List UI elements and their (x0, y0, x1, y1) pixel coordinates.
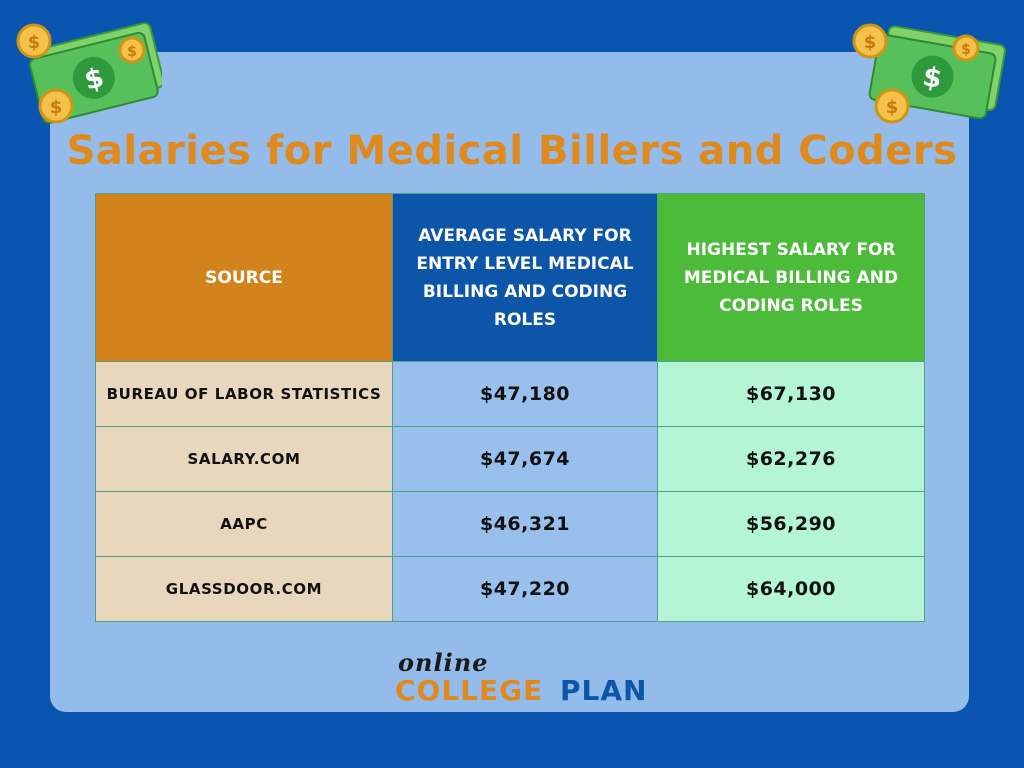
logo-college-text: COLLEGE (395, 674, 544, 707)
header-average-salary: AVERAGE SALARY FOR ENTRY LEVEL MEDICAL B… (392, 193, 658, 362)
money-icon: $ $ $ $ (852, 23, 1007, 124)
svg-text:$: $ (28, 32, 41, 53)
highest-salary-cell: $64,000 (657, 556, 925, 622)
svg-text:$: $ (127, 44, 137, 60)
average-salary-cell: $47,220 (392, 556, 658, 622)
svg-text:$: $ (920, 61, 944, 95)
logo-plan-text: PLAN (560, 674, 648, 707)
svg-text:$: $ (886, 97, 899, 118)
header-source: SOURCE (95, 193, 393, 362)
highest-salary-cell: $62,276 (657, 426, 925, 492)
source-cell: BUREAU OF LABOR STATISTICS (95, 361, 393, 427)
average-salary-cell: $47,674 (392, 426, 658, 492)
table-row: AAPC $46,321 $56,290 (95, 491, 925, 557)
header-highest-salary: HIGHEST SALARY FOR MEDICAL BILLING AND C… (657, 193, 925, 362)
source-cell: GLASSDOOR.COM (95, 556, 393, 622)
online-college-plan-logo: online COLLEGE PLAN (395, 648, 665, 708)
money-icon: $ $ $ $ (16, 22, 162, 124)
table-row: SALARY.COM $47,674 $62,276 (95, 426, 925, 492)
page-title: Salaries for Medical Billers and Coders (66, 128, 958, 174)
average-salary-cell: $47,180 (392, 361, 658, 427)
svg-text:$: $ (864, 32, 877, 53)
svg-text:$: $ (961, 42, 971, 58)
source-cell: AAPC (95, 491, 393, 557)
salary-table: SOURCE AVERAGE SALARY FOR ENTRY LEVEL ME… (95, 193, 925, 622)
svg-text:$: $ (50, 97, 63, 118)
highest-salary-cell: $56,290 (657, 491, 925, 557)
average-salary-cell: $46,321 (392, 491, 658, 557)
logo-online-text: online (398, 648, 489, 677)
table-row: GLASSDOOR.COM $47,220 $64,000 (95, 556, 925, 622)
table-row: BUREAU OF LABOR STATISTICS $47,180 $67,1… (95, 361, 925, 427)
highest-salary-cell: $67,130 (657, 361, 925, 427)
source-cell: SALARY.COM (95, 426, 393, 492)
table-header-row: SOURCE AVERAGE SALARY FOR ENTRY LEVEL ME… (95, 193, 925, 362)
